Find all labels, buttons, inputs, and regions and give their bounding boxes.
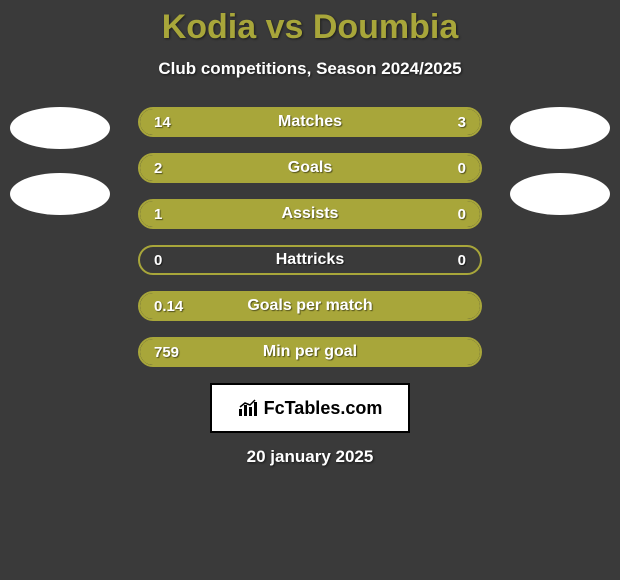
stat-label: Goals [140,159,480,177]
page-title: Kodia vs Doumbia [162,8,459,47]
player-avatar-placeholder [10,107,110,149]
logo-label: FcTables.com [264,398,383,419]
stat-bar: 2Goals0 [138,153,482,183]
stats-bars: 14Matches32Goals01Assists00Hattricks00.1… [138,107,482,367]
stat-bar: 14Matches3 [138,107,482,137]
left-avatar-column [10,107,110,215]
player-avatar-placeholder [510,107,610,149]
stat-bar: 759Min per goal [138,337,482,367]
stat-bar: 0.14Goals per match [138,291,482,321]
stat-label: Min per goal [140,343,480,361]
middle-section: 14Matches32Goals01Assists00Hattricks00.1… [0,107,620,367]
stat-label: Hattricks [140,251,480,269]
stat-label: Matches [140,113,480,131]
team-avatar-placeholder [10,173,110,215]
footer-date: 20 january 2025 [247,447,374,467]
right-avatar-column [510,107,610,215]
chart-icon [238,399,260,417]
page-subtitle: Club competitions, Season 2024/2025 [158,59,461,79]
stat-right-value: 3 [458,114,466,131]
stat-label: Assists [140,205,480,223]
team-avatar-placeholder [510,173,610,215]
stat-bar: 0Hattricks0 [138,245,482,275]
comparison-infographic: Kodia vs Doumbia Club competitions, Seas… [0,0,620,580]
logo-box: FcTables.com [210,383,410,433]
stat-right-value: 0 [458,160,466,177]
stat-right-value: 0 [458,206,466,223]
stat-bar: 1Assists0 [138,199,482,229]
stat-label: Goals per match [140,297,480,315]
stat-right-value: 0 [458,252,466,269]
logo-text: FcTables.com [238,398,383,419]
